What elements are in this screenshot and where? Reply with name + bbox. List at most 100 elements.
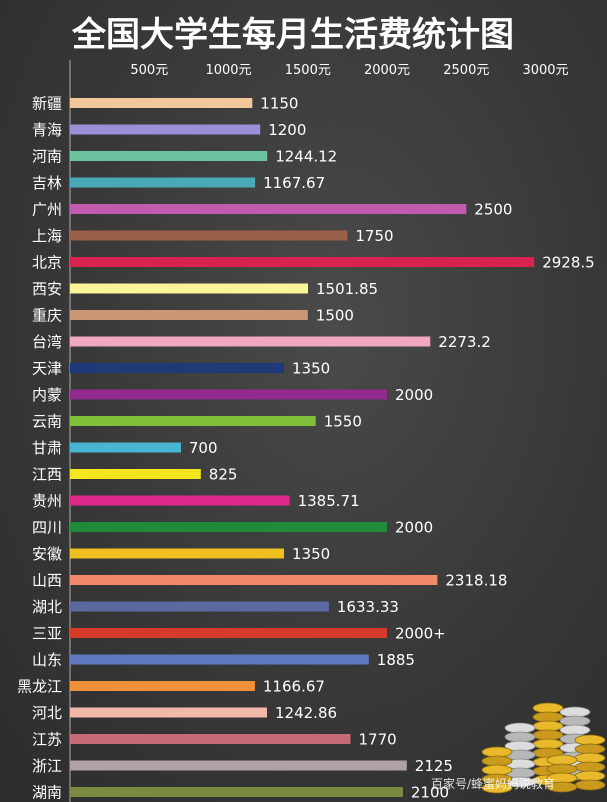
category-label: 贵州 xyxy=(32,492,62,510)
watermark: 百家号/蜂蜜妈妈说教育 xyxy=(431,776,555,791)
category-label: 天津 xyxy=(32,360,62,378)
category-label: 湖北 xyxy=(32,598,62,616)
value-label: 1200 xyxy=(268,121,306,139)
coin-shape xyxy=(532,729,564,741)
x-tick-label: 1500元 xyxy=(285,63,331,78)
category-labels: 新疆青海河南吉林广州上海北京西安重庆台湾天津内蒙云南甘肃江西贵州四川安徽山西湖北… xyxy=(17,95,62,802)
bars xyxy=(70,98,535,797)
value-label: 825 xyxy=(209,466,238,484)
value-labels: 1150 1200 1244.12 1167.67 2500 1750 2928.5 1501… xyxy=(189,95,595,802)
category-label: 内蒙 xyxy=(32,386,62,404)
bar xyxy=(70,601,329,612)
bar xyxy=(70,469,201,479)
bar xyxy=(70,257,535,267)
value-label: 2000 xyxy=(395,519,433,537)
category-label: 三亚 xyxy=(32,625,62,643)
value-label: 2318.18 xyxy=(445,572,507,590)
bar xyxy=(70,363,284,373)
bar xyxy=(70,98,253,108)
value-label: 1167.67 xyxy=(263,174,325,192)
category-label: 云南 xyxy=(32,413,62,431)
x-tick-label: 1000元 xyxy=(205,63,251,78)
category-label: 西安 xyxy=(32,280,62,298)
category-label: 安徽 xyxy=(32,545,62,563)
category-label: 甘肃 xyxy=(32,439,62,457)
category-label: 青海 xyxy=(32,121,62,139)
coin-shape xyxy=(504,731,536,743)
coin-shape xyxy=(546,781,578,793)
coin-shape xyxy=(532,702,564,714)
bar xyxy=(70,442,181,453)
x-tick-label: 2500元 xyxy=(443,63,489,78)
bar xyxy=(70,681,255,691)
category-label: 台湾 xyxy=(32,333,62,351)
bar xyxy=(70,124,261,135)
value-label: 1350 xyxy=(292,545,330,563)
category-label: 江苏 xyxy=(32,731,62,749)
bar xyxy=(70,575,438,585)
x-tick-label: 2000元 xyxy=(364,63,410,78)
x-tick-label: 500元 xyxy=(130,63,168,78)
bar xyxy=(70,151,268,161)
coin-shape xyxy=(546,763,578,775)
coin-shape xyxy=(559,715,591,727)
coin-shape xyxy=(504,722,536,734)
category-label: 河北 xyxy=(32,704,62,722)
value-label: 1885 xyxy=(377,651,415,669)
bar xyxy=(70,310,308,320)
bar xyxy=(70,760,407,771)
value-label: 2125 xyxy=(415,757,453,775)
coin-shape xyxy=(574,770,606,782)
value-label: 2000 xyxy=(395,386,433,404)
category-label: 河南 xyxy=(32,148,62,166)
value-label: 700 xyxy=(189,439,218,457)
coin-shape xyxy=(481,782,513,794)
category-label: 四川 xyxy=(32,519,62,537)
bar xyxy=(70,707,267,718)
value-label: 1550 xyxy=(324,413,362,431)
coin-shape xyxy=(546,754,578,766)
bar xyxy=(70,522,387,532)
bar xyxy=(70,654,369,665)
category-label: 广州 xyxy=(32,201,62,219)
bar xyxy=(70,230,348,241)
value-label: 1770 xyxy=(359,731,397,749)
bar xyxy=(70,336,431,347)
coin-shape xyxy=(532,711,564,723)
coin-shape xyxy=(481,755,513,767)
coin-shape xyxy=(481,764,513,776)
value-label: 1242.86 xyxy=(275,704,337,722)
value-label: 1750 xyxy=(355,227,393,245)
value-label: 1166.67 xyxy=(263,678,325,696)
bar xyxy=(70,628,387,638)
bar xyxy=(70,177,256,188)
coin-shape xyxy=(574,752,606,764)
value-label: 1350 xyxy=(292,360,330,378)
category-label: 湖南 xyxy=(32,784,62,802)
category-label: 上海 xyxy=(32,227,62,245)
x-tick-label: 3000元 xyxy=(522,63,568,78)
value-label: 2273.2 xyxy=(438,333,491,351)
category-label: 浙江 xyxy=(32,757,62,775)
coin-shape xyxy=(574,734,606,746)
bar xyxy=(70,204,467,214)
value-label: 2100 xyxy=(411,784,449,802)
bar xyxy=(70,787,403,797)
coin-shape xyxy=(559,724,591,736)
value-label: 1244.12 xyxy=(275,148,337,166)
value-label: 1501.85 xyxy=(316,280,378,298)
value-label: 1150 xyxy=(260,95,298,113)
bar xyxy=(70,548,284,559)
value-label: 2500 xyxy=(474,201,512,219)
value-label: 2000+ xyxy=(395,625,446,643)
coin-stack-decoration xyxy=(481,702,606,794)
category-label: 江西 xyxy=(32,466,62,484)
bar xyxy=(70,416,316,426)
bar xyxy=(70,283,308,294)
category-label: 吉林 xyxy=(32,174,62,192)
x-axis-ticks: 500元 1000元 1500元 2000元 2500元 3000元 xyxy=(130,63,568,78)
coin-shape xyxy=(481,746,513,758)
bar xyxy=(70,734,351,744)
